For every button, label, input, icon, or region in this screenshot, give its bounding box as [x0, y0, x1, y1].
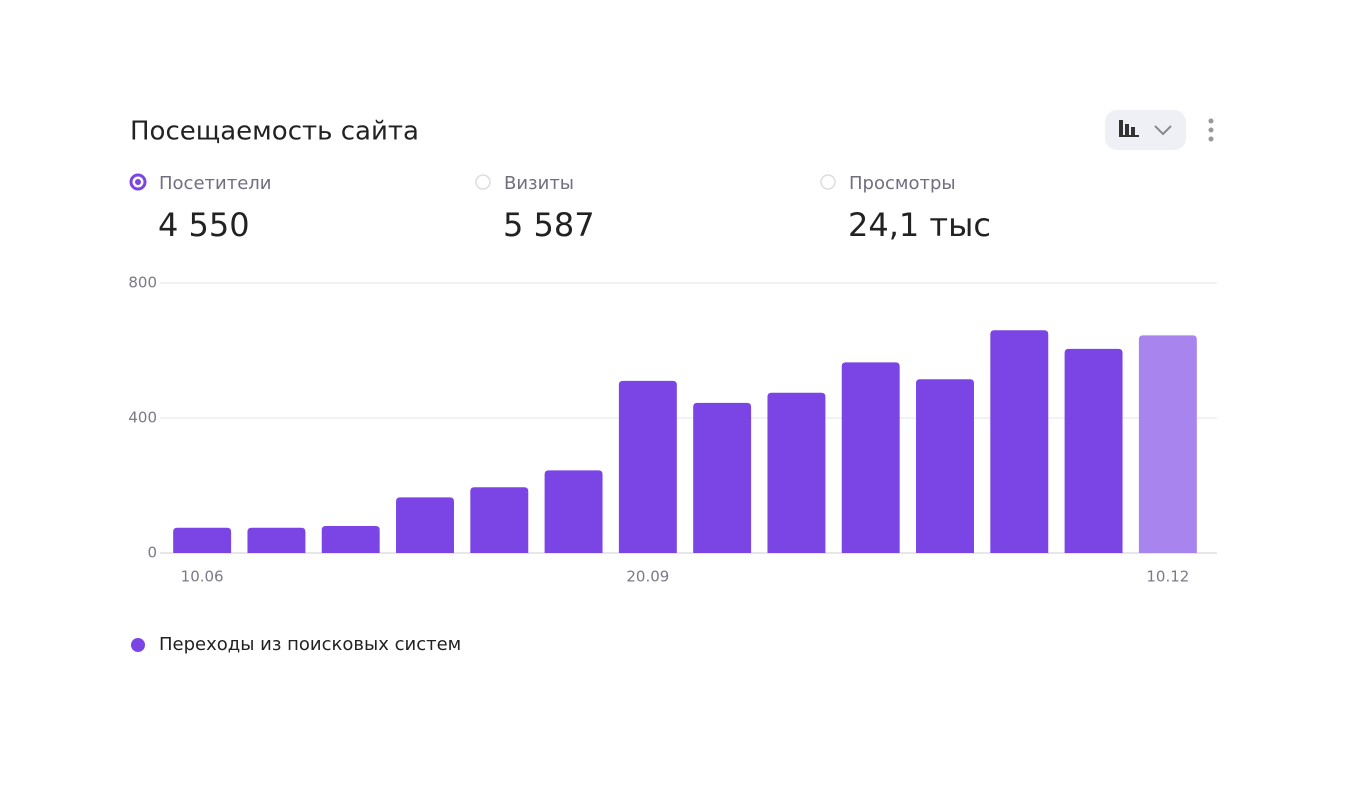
- bar: [470, 487, 529, 553]
- chart: 0 400 800 10.06 20.09 10.12 Переходы из поиско…: [128, 274, 1217, 655]
- chevron-icon[interactable]: [1154, 125, 1172, 136]
- y-tick-label: 400: [128, 409, 157, 427]
- metric-value: 5 587: [503, 206, 595, 244]
- metric-label[interactable]: Визиты: [504, 173, 574, 194]
- metric-label[interactable]: Просмотры: [849, 173, 956, 194]
- widget-title: Посещаемость сайта: [130, 117, 419, 147]
- bar: [396, 497, 454, 553]
- x-tick-label: 10.12: [1146, 568, 1189, 586]
- bar-chart-icon[interactable]: [1119, 120, 1139, 137]
- metrics: Посетители 4 550 Визиты 5 587 Просмотры 24,1 …: [129, 173, 991, 244]
- bar: [247, 527, 306, 553]
- more-menu[interactable]: [1208, 118, 1214, 142]
- metric-value: 4 550: [158, 206, 250, 244]
- bar: [321, 526, 380, 553]
- bar: [841, 362, 900, 553]
- bar: [1138, 335, 1197, 553]
- legend-label[interactable]: Переходы из поисковых систем: [159, 634, 461, 655]
- bar: [1064, 348, 1123, 553]
- x-tick-label: 20.09: [626, 568, 669, 586]
- legend-marker[interactable]: [131, 638, 145, 652]
- bar: [173, 527, 232, 553]
- y-tick-label: 800: [128, 274, 157, 292]
- bar: [990, 330, 1049, 553]
- metric-value: 24,1 тыс: [848, 206, 991, 244]
- bar: [767, 392, 826, 553]
- button-background[interactable]: [1105, 110, 1186, 150]
- bar: [916, 379, 974, 553]
- metric-radio[interactable]: [820, 174, 836, 190]
- y-tick-label: 0: [147, 544, 157, 562]
- chart-type-button[interactable]: [1105, 110, 1186, 150]
- x-tick-label: 10.06: [181, 568, 224, 586]
- bar: [693, 402, 752, 553]
- metric-radio-dot[interactable]: [135, 179, 141, 185]
- bar: [618, 380, 677, 553]
- metric-label[interactable]: Посетители: [159, 173, 271, 194]
- metric-radio[interactable]: [475, 174, 491, 190]
- bar: [544, 470, 603, 553]
